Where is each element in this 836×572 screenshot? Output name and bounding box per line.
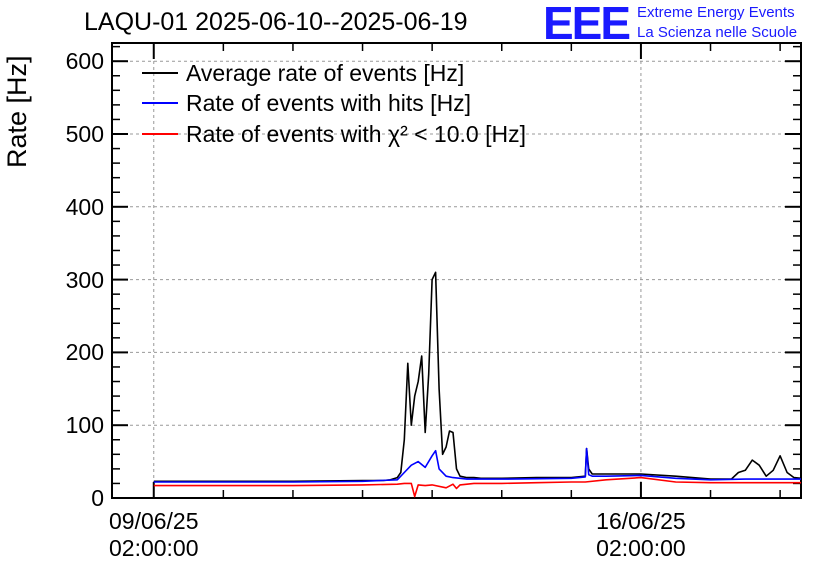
legend-line-hits: [142, 102, 178, 104]
plot-frame: [111, 42, 802, 499]
y-tick-label: 500: [65, 121, 104, 147]
legend-label-chi2: Rate of events with χ² < 10.0 [Hz]: [186, 120, 526, 147]
series-line-2: [153, 476, 801, 498]
y-tick-label: 200: [65, 339, 104, 366]
y-tick-label: 0: [91, 485, 104, 511]
series-lines: [153, 271, 802, 498]
y-tick-label: 400: [65, 193, 104, 220]
x-tick-label: 16/06/25 02:00:00: [561, 508, 721, 562]
series-line-0: [153, 271, 802, 483]
grid: [112, 43, 801, 498]
x-tick-label-date: 09/06/25: [108, 508, 199, 534]
legend-line-average: [142, 72, 178, 74]
series-line-1: [153, 447, 801, 483]
legend-label-hits: Rate of events with hits [Hz]: [186, 89, 472, 116]
legend-item-hits: Rate of events with hits [Hz]: [142, 89, 471, 117]
y-tick-label: 100: [65, 412, 104, 439]
chart-title: LAQU-01 2025-06-10--2025-06-19: [84, 8, 468, 36]
y-axis-label: Rate [Hz]: [2, 55, 32, 168]
y-tick-label: 600: [65, 48, 104, 75]
legend-item-average: Average rate of events [Hz]: [142, 59, 464, 87]
legend-label-average: Average rate of events [Hz]: [186, 59, 465, 86]
y-tick-label: 300: [65, 266, 104, 293]
x-tick-label: 09/06/25 02:00:00: [74, 508, 234, 562]
eee-logo-text: Extreme Energy Events La Scienza nelle Sc…: [637, 4, 798, 41]
x-tick-label-time: 02:00:00: [596, 535, 686, 561]
legend-item-chi2: Rate of events with χ² < 10.0 [Hz]: [142, 120, 526, 148]
legend-line-chi2: [142, 133, 178, 135]
eee-logo: EEE: [543, 0, 631, 49]
x-tick-label-time: 02:00:00: [108, 535, 199, 561]
axis-ticks: [112, 43, 801, 499]
x-tick-label-date: 16/06/25: [596, 508, 686, 534]
